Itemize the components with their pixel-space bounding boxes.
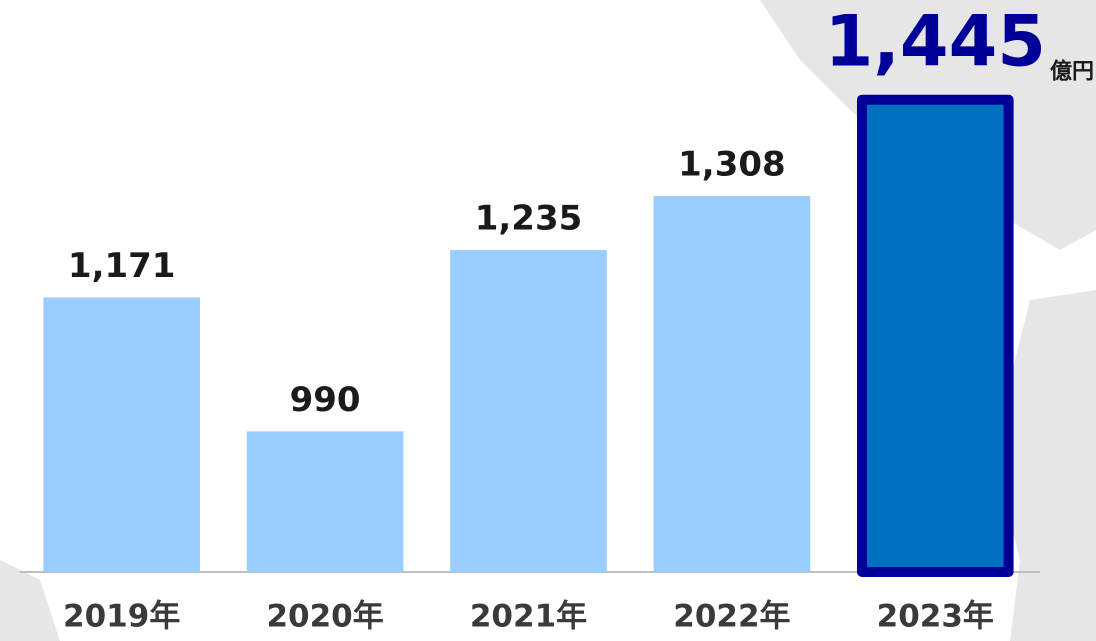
bar [246, 431, 404, 572]
bar [856, 94, 1014, 577]
bar [450, 250, 607, 572]
x-tick-label: 2023年 [877, 599, 994, 635]
x-tick-label: 2021年 [470, 599, 587, 635]
value-label: 1,445 [825, 1, 1046, 83]
x-tick-label: 2019年 [63, 599, 180, 635]
unit-label: 億円 [1050, 59, 1094, 85]
value-label: 1,235 [475, 199, 583, 239]
value-label: 990 [290, 380, 361, 420]
value-label: 1,308 [678, 145, 786, 185]
value-label: 1,171 [68, 246, 176, 286]
map-shape [0, 560, 60, 641]
bar [43, 297, 201, 572]
x-tick-label: 2022年 [673, 599, 790, 635]
map-shape [1000, 290, 1096, 641]
x-tick-label: 2020年 [266, 599, 383, 635]
bar [653, 196, 811, 572]
